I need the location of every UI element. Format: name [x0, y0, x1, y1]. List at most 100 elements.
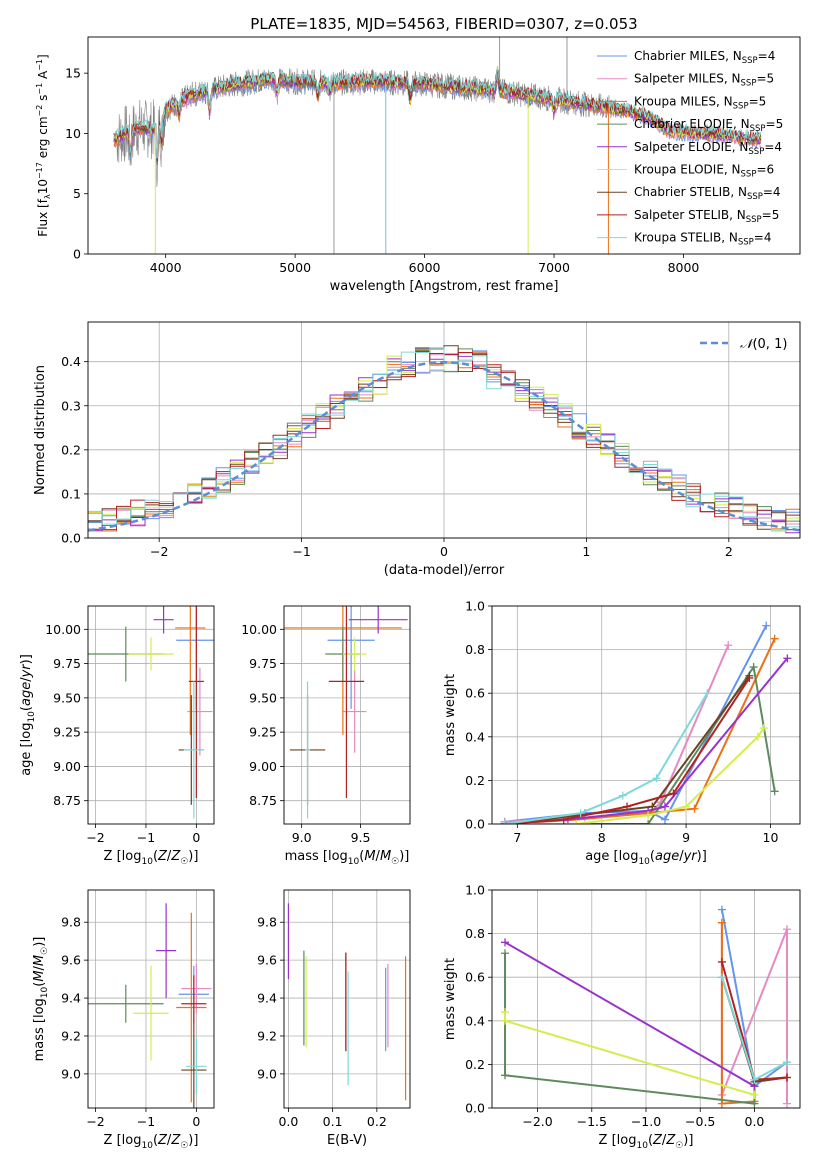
marker-salpeter_miles — [724, 641, 733, 650]
x-axis-label: Z [log10(Z/Z☉)] — [599, 1133, 694, 1151]
marker-kroupa_elodie — [682, 802, 691, 811]
legend-entry: Salpeter MILES, NSSP=5 — [634, 72, 774, 89]
marker-salpeter_miles — [782, 1099, 791, 1108]
legend-entry: Kroupa STELIB, NSSP=4 — [634, 231, 772, 248]
y-tick-label: 0.2 — [61, 442, 81, 457]
marker-salpeter_stelib — [623, 802, 632, 811]
x-tick-label: 4000 — [150, 260, 182, 275]
marker-salpeter_elodie — [783, 654, 792, 663]
y-tick-label: 9.4 — [257, 991, 277, 1006]
y-tick-label: 0.2 — [465, 773, 485, 788]
marker-kroupa_elodie — [759, 724, 768, 733]
normal-curve — [88, 360, 800, 532]
plot-area-mass_vs_Z — [88, 903, 212, 1108]
axes-frame — [87, 36, 801, 255]
y-tick-label: 0.0 — [61, 531, 81, 546]
series-line-chabrier_elodie — [504, 664, 776, 824]
panel-spectrum: 4000 5000 6000 7000 8000 0 5 10 15 wavelength [An… — [35, 36, 801, 294]
y-tick-label: 0.2 — [465, 1057, 485, 1072]
x-axis-label: mass [log10(M/M☉)] — [285, 849, 410, 867]
y-tick-label: 10.00 — [45, 622, 81, 637]
series-line-kroupa_miles — [504, 638, 776, 824]
y-tick-label: 9.8 — [257, 915, 277, 930]
plot-area-age_vs_mass — [284, 606, 408, 819]
marker-kroupa_stelib — [782, 1058, 791, 1067]
axes-frame — [283, 605, 411, 825]
x-tick-label: −2 — [150, 544, 168, 559]
marker-kroupa_miles — [717, 918, 726, 927]
axes-frame — [491, 605, 801, 825]
figure-title: PLATE=1835, MJD=54563, FIBERID=0307, z=0… — [250, 15, 637, 33]
y-tick-label: 9.4 — [61, 991, 81, 1006]
y-axis-label: age [log10(age/yr)] — [19, 654, 37, 776]
y-axis-label: Flux [fλ10−17 erg cm−2 s−1 A−1] — [35, 54, 52, 236]
marker-kroupa_stelib — [500, 820, 509, 824]
y-axis-label: mass weight — [443, 958, 458, 1040]
legend-entry: Chabrier STELIB, NSSP=4 — [634, 185, 781, 202]
x-tick-label: 0 — [192, 830, 200, 845]
x-tick-label: −1 — [292, 544, 310, 559]
marker-chabrier_elodie — [501, 949, 510, 958]
x-tick-label: −2 — [86, 1114, 104, 1129]
marker-chabrier_miles — [762, 621, 771, 630]
marker-kroupa_elodie — [750, 1090, 759, 1099]
marker-chabrier_miles — [660, 815, 669, 824]
marker-kroupa_elodie — [501, 1016, 510, 1025]
legend-entry: Chabrier ELODIE, NSSP=5 — [634, 117, 783, 134]
legend-entry: Kroupa MILES, NSSP=5 — [634, 94, 766, 111]
marker-salpeter_stelib — [717, 957, 726, 966]
y-tick-label: 9.50 — [53, 690, 81, 705]
y-tick-label: 9.6 — [257, 953, 277, 968]
marker-salpeter_stelib — [782, 1073, 791, 1082]
plot-area-residuals — [88, 345, 800, 534]
y-tick-label: 0.4 — [465, 729, 485, 744]
marker-salpeter_miles — [782, 925, 791, 934]
x-tick-label: −1.0 — [631, 1114, 661, 1129]
legend-entry: Salpeter STELIB, NSSP=5 — [634, 208, 779, 225]
y-tick-label: 0.0 — [465, 1101, 485, 1116]
marker-kroupa_elodie — [572, 820, 581, 824]
panel-mass_weight_vs_age: 7 8 9 10 0.0 0.2 0.4 0.6 0.8 1.0 mass weight age [l… — [443, 599, 801, 867]
plot-area-mass_vs_ebv — [287, 903, 407, 1101]
y-tick-label: 0.4 — [465, 1013, 485, 1028]
y-axis-label: Normed distribution — [33, 365, 48, 495]
legend-entry: Kroupa ELODIE, NSSP=6 — [634, 163, 774, 180]
marker-chabrier_elodie — [644, 820, 653, 824]
axes-frame — [87, 321, 801, 539]
y-tick-label: 0.6 — [465, 686, 485, 701]
series-line-salpeter_elodie — [504, 941, 755, 1088]
legend-entry: 𝒩(0, 1) — [740, 337, 787, 352]
marker-kroupa_elodie — [644, 811, 653, 820]
series-line-chabrier_elodie — [504, 953, 756, 1105]
x-tick-label: 0 — [440, 544, 448, 559]
legend-entry: Chabrier MILES, NSSP=4 — [634, 49, 775, 66]
x-tick-label: 5000 — [279, 260, 311, 275]
series-line-kroupa_elodie — [504, 1012, 755, 1096]
series-line-salpeter_miles — [504, 644, 730, 823]
marker-kroupa_elodie — [753, 732, 762, 741]
y-tick-label: 9.75 — [249, 656, 277, 671]
x-axis-label: (data-model)/error — [384, 563, 505, 578]
x-tick-label: −1 — [137, 830, 155, 845]
x-tick-label: −1 — [137, 1114, 155, 1129]
y-tick-label: 9.75 — [53, 656, 81, 671]
y-tick-label: 0.0 — [465, 817, 485, 832]
x-axis-label: age [log10(age/yr)] — [585, 849, 707, 867]
axes-frame — [87, 889, 215, 1109]
plot-area-spectrum — [113, 37, 762, 254]
x-tick-label: 0.1 — [323, 1114, 343, 1129]
x-axis-label: wavelength [Angstrom, rest frame] — [330, 279, 559, 294]
plot-area-mass_weight_vs_age — [500, 621, 792, 824]
marker-kroupa_stelib — [618, 791, 627, 800]
x-tick-label: −2.0 — [522, 1114, 552, 1129]
marker-kroupa_stelib — [652, 774, 661, 783]
y-tick-label: 0 — [73, 247, 81, 262]
x-tick-label: −1.5 — [577, 1114, 607, 1129]
marker-salpeter_stelib — [559, 815, 568, 824]
y-tick-label: 9.0 — [61, 1066, 81, 1081]
x-tick-label: 7000 — [538, 260, 570, 275]
x-tick-label: 1 — [582, 544, 590, 559]
marker-kroupa_miles — [690, 804, 699, 813]
